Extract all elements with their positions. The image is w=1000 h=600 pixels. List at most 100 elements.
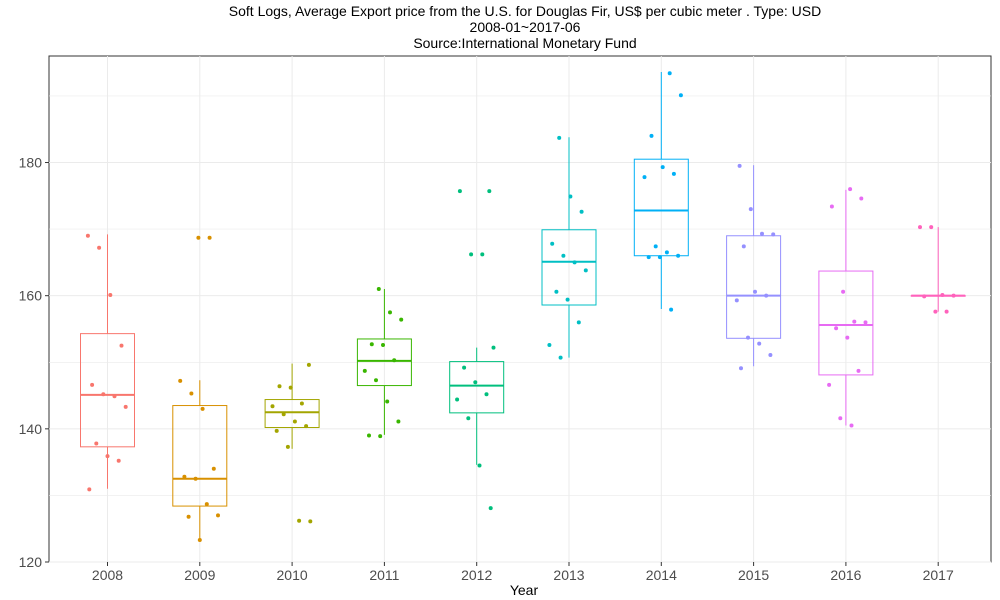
data-point — [178, 378, 183, 383]
data-point — [200, 406, 205, 411]
data-point — [477, 463, 482, 468]
chart-title: Soft Logs, Average Export price from the… — [228, 3, 822, 19]
data-point — [182, 474, 187, 479]
box-iqr — [449, 361, 505, 414]
data-point — [568, 194, 573, 199]
data-point — [739, 366, 743, 371]
data-point — [838, 416, 843, 421]
box-2010 — [264, 362, 320, 524]
data-point — [367, 433, 371, 438]
data-point — [848, 187, 853, 192]
data-point — [561, 253, 566, 258]
y-tick-label: 140 — [19, 421, 43, 437]
data-point — [741, 244, 746, 249]
data-point — [392, 358, 397, 363]
data-point — [829, 204, 834, 209]
data-point — [385, 399, 390, 404]
x-tick-label: 2009 — [184, 567, 215, 583]
data-point — [657, 255, 662, 260]
data-point — [746, 335, 750, 340]
data-point — [676, 253, 681, 258]
data-point — [764, 293, 769, 298]
data-point — [760, 231, 764, 236]
data-point — [186, 514, 191, 519]
data-point — [376, 287, 381, 292]
data-point — [105, 454, 110, 459]
data-point — [306, 362, 311, 367]
data-point — [108, 293, 113, 298]
data-point — [554, 289, 559, 294]
box-iqr — [172, 405, 228, 507]
data-point — [940, 293, 945, 298]
data-point — [550, 241, 555, 246]
box-2016 — [818, 187, 874, 428]
data-point — [678, 93, 683, 98]
x-tick-label: 2013 — [553, 567, 584, 583]
box-2011 — [356, 287, 412, 439]
data-point — [285, 444, 290, 449]
box-2008 — [80, 233, 135, 492]
box-iqr — [356, 338, 412, 387]
data-point — [119, 343, 124, 348]
data-point — [841, 289, 846, 294]
x-tick-label: 2010 — [277, 567, 308, 583]
data-point — [863, 320, 868, 325]
data-point — [204, 502, 209, 507]
y-axis: 120 140 160 180 — [19, 155, 49, 570]
y-tick-label: 120 — [19, 554, 43, 570]
y-tick-label: 160 — [19, 288, 43, 304]
data-point — [297, 518, 302, 523]
data-point — [667, 71, 672, 76]
data-point — [299, 401, 304, 406]
data-point — [216, 513, 220, 518]
box-2009 — [172, 235, 228, 543]
data-point — [859, 196, 864, 201]
data-point — [557, 135, 562, 140]
data-point — [734, 298, 739, 303]
data-point — [669, 307, 674, 312]
box-2014 — [633, 71, 689, 312]
data-point — [87, 487, 92, 492]
chart-source: Source:International Monetary Fund — [413, 35, 637, 51]
data-point — [579, 209, 584, 214]
box-2012 — [449, 189, 505, 511]
data-point — [466, 416, 471, 421]
data-point — [381, 342, 385, 347]
data-point — [922, 294, 927, 299]
data-point — [491, 345, 496, 350]
data-point — [193, 476, 198, 481]
chart-subtitle: 2008-01~2017-06 — [469, 19, 581, 35]
data-point — [642, 175, 647, 180]
data-point — [94, 441, 99, 446]
data-point — [671, 171, 676, 176]
box-2015 — [726, 163, 782, 371]
box-iqr — [80, 333, 135, 448]
data-point — [757, 341, 762, 346]
x-tick-label: 2014 — [646, 567, 677, 583]
data-point — [753, 289, 757, 294]
data-point — [951, 293, 956, 298]
data-point — [852, 319, 857, 324]
box-iqr — [264, 399, 320, 429]
data-point — [856, 368, 861, 373]
plot-panel — [48, 55, 992, 563]
data-point — [396, 419, 401, 424]
data-point — [768, 352, 773, 357]
box-series — [80, 71, 966, 543]
data-point — [116, 458, 121, 463]
data-point — [484, 392, 489, 397]
x-axis: 2008 2009 2010 2011 2012 2013 2014 2015 2016 2017 — [92, 562, 954, 583]
data-point — [455, 397, 460, 402]
box-iqr — [541, 229, 597, 306]
data-point — [929, 225, 934, 230]
data-point — [399, 317, 404, 322]
data-point — [933, 309, 938, 314]
data-point — [660, 165, 665, 170]
data-point — [480, 252, 485, 257]
data-point — [583, 268, 588, 273]
data-point — [473, 380, 478, 385]
data-point — [196, 235, 201, 240]
box-iqr — [726, 235, 782, 339]
data-point — [274, 428, 279, 433]
data-point — [85, 233, 90, 238]
